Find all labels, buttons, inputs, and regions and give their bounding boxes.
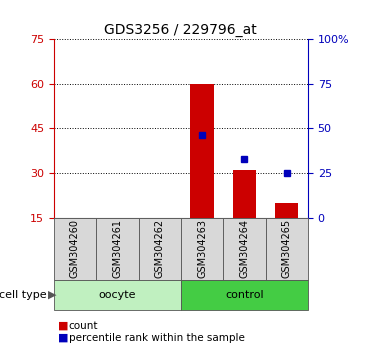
Text: control: control — [225, 290, 264, 300]
Text: ■: ■ — [58, 333, 68, 343]
Bar — [275, 203, 298, 218]
Text: ▶: ▶ — [48, 290, 56, 300]
Bar — [233, 170, 256, 218]
Text: GSM304261: GSM304261 — [112, 219, 122, 278]
Text: cell type: cell type — [0, 290, 46, 300]
Text: GSM304264: GSM304264 — [239, 219, 249, 278]
Text: ■: ■ — [58, 321, 68, 331]
Title: GDS3256 / 229796_at: GDS3256 / 229796_at — [105, 23, 257, 36]
Text: GSM304262: GSM304262 — [155, 219, 165, 278]
Text: percentile rank within the sample: percentile rank within the sample — [69, 333, 244, 343]
Bar — [190, 84, 214, 218]
Text: GSM304260: GSM304260 — [70, 219, 80, 278]
Text: count: count — [69, 321, 98, 331]
Text: oocyte: oocyte — [99, 290, 136, 300]
Text: GSM304263: GSM304263 — [197, 219, 207, 278]
Text: GSM304265: GSM304265 — [282, 219, 292, 278]
